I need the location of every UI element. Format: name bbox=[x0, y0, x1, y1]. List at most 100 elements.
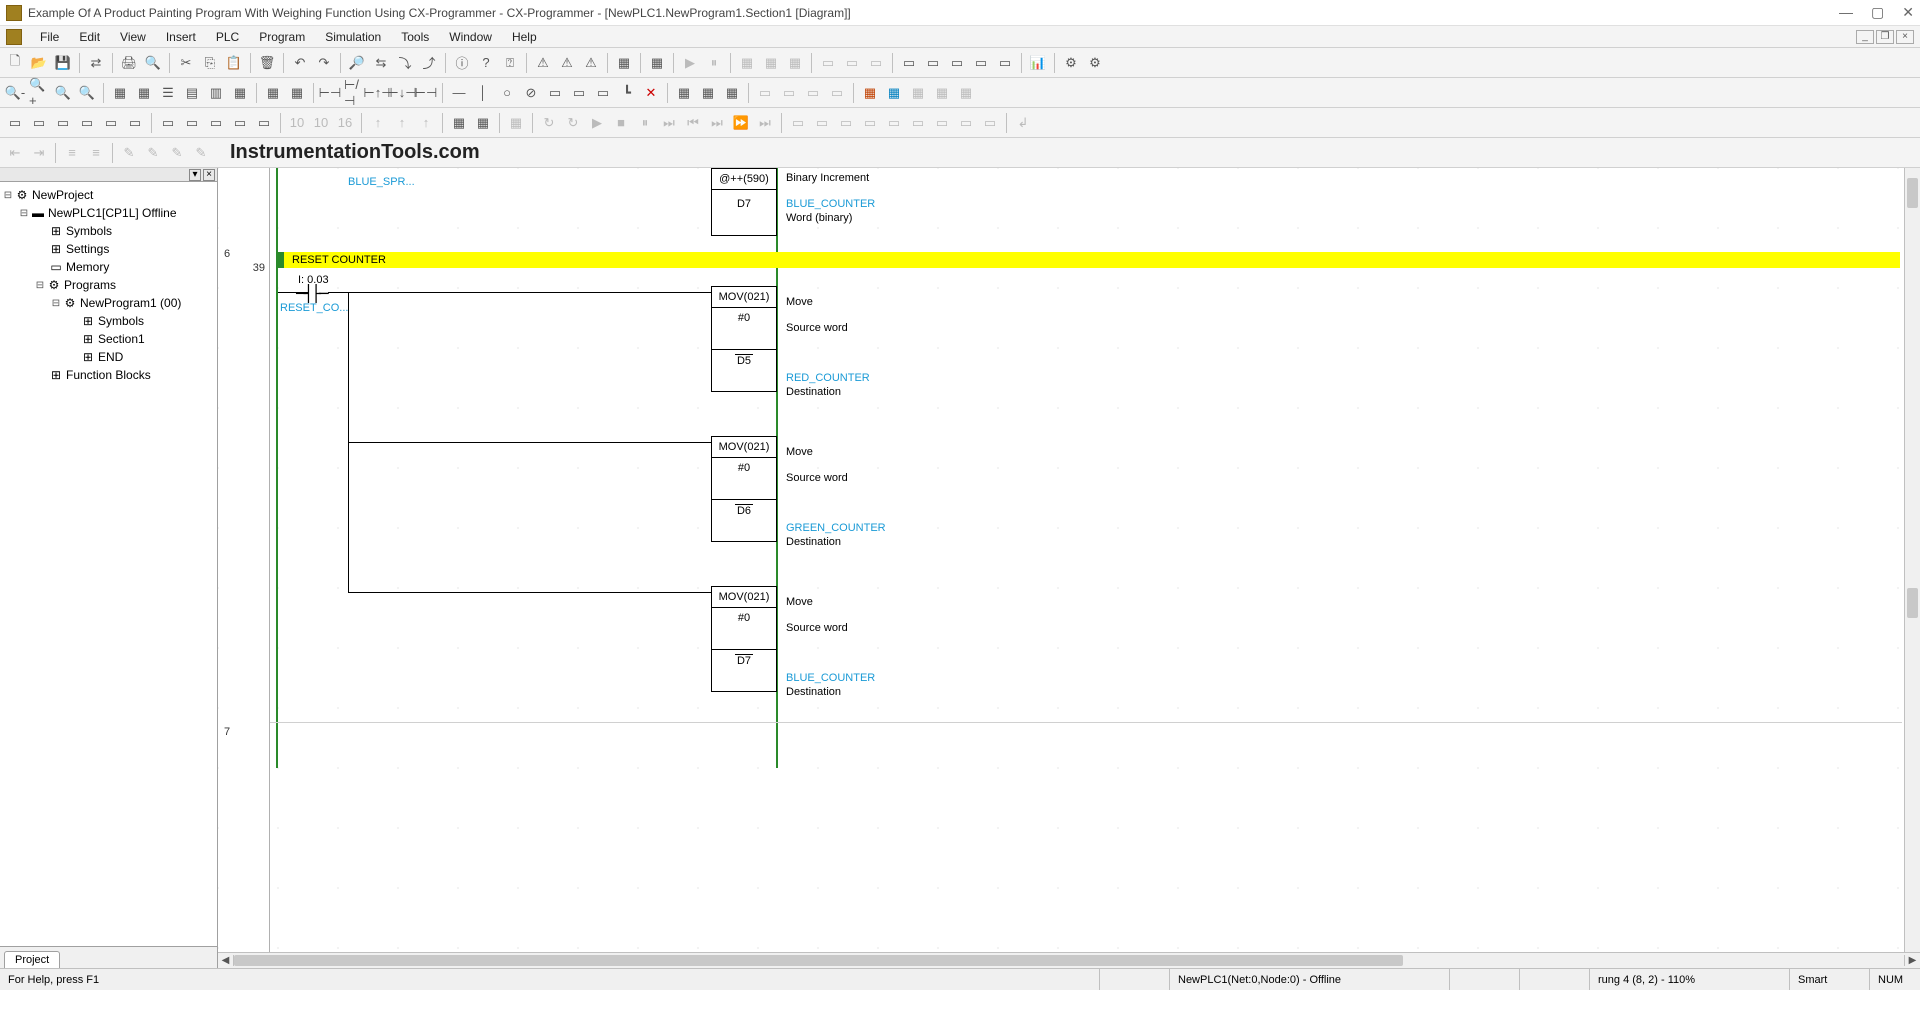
contact-or-button[interactable]: ⊢⊣ bbox=[415, 82, 437, 104]
undo-button[interactable]: ↶ bbox=[289, 52, 311, 74]
panel1-button[interactable]: ▭ bbox=[898, 52, 920, 74]
contact-nc-button[interactable]: ⊢/⊣ bbox=[343, 82, 365, 104]
menu-insert[interactable]: Insert bbox=[156, 28, 206, 46]
zoom-in-button[interactable]: 🔍+ bbox=[28, 82, 50, 104]
up3-button[interactable]: ↑ bbox=[415, 112, 437, 134]
delete-line-button[interactable]: ✕ bbox=[640, 82, 662, 104]
warn3-button[interactable]: ⚠ bbox=[580, 52, 602, 74]
mov3-box[interactable]: MOV(021) #0 D7 bbox=[711, 586, 777, 692]
ladder-diagram[interactable]: 6 39 7 BLUE_SPR... @++(590) D7 Binary In… bbox=[218, 168, 1920, 952]
close-button[interactable]: ✕ bbox=[1902, 4, 1914, 21]
open-button[interactable]: 📂 bbox=[28, 52, 50, 74]
line-v-button[interactable]: │ bbox=[472, 82, 494, 104]
a8-button[interactable]: ▭ bbox=[955, 112, 977, 134]
menu-simulation[interactable]: Simulation bbox=[315, 28, 391, 46]
tree-settings[interactable]: ⊞ Settings bbox=[0, 240, 217, 258]
panel5-button[interactable]: ▭ bbox=[994, 52, 1016, 74]
find-button[interactable]: 🔎 bbox=[346, 52, 368, 74]
coil-button[interactable]: ○ bbox=[496, 82, 518, 104]
d8-button[interactable]: ▭ bbox=[181, 112, 203, 134]
a3-button[interactable]: ▭ bbox=[835, 112, 857, 134]
d4-button[interactable]: ▭ bbox=[76, 112, 98, 134]
s10-button[interactable]: 10 bbox=[286, 112, 308, 134]
view5-button[interactable]: ▥ bbox=[205, 82, 227, 104]
view2-button[interactable]: ▦ bbox=[133, 82, 155, 104]
a4-button[interactable]: ▭ bbox=[859, 112, 881, 134]
module1-button[interactable]: ▦ bbox=[613, 52, 635, 74]
d6-button[interactable]: ▭ bbox=[124, 112, 146, 134]
view8-button[interactable]: ▦ bbox=[286, 82, 308, 104]
menu-edit[interactable]: Edit bbox=[69, 28, 110, 46]
hscroll-left[interactable]: ◀ bbox=[218, 955, 234, 966]
panel-menu-button[interactable]: ▾ bbox=[189, 169, 201, 181]
transfer-button[interactable]: ⇄ bbox=[85, 52, 107, 74]
line-h-button[interactable]: — bbox=[448, 82, 470, 104]
gear1-button[interactable]: ⚙ bbox=[1060, 52, 1082, 74]
find-prev-button[interactable]: ⤴ bbox=[418, 52, 440, 74]
e2-button[interactable]: ⇥ bbox=[28, 142, 50, 164]
step2-button[interactable]: ⏮ bbox=[682, 112, 704, 134]
step-button[interactable]: ⏭ bbox=[658, 112, 680, 134]
module2-button[interactable]: ▦ bbox=[646, 52, 668, 74]
c1-button[interactable]: ▦ bbox=[859, 82, 881, 104]
menu-file[interactable]: File bbox=[30, 28, 69, 46]
a2-button[interactable]: ▭ bbox=[811, 112, 833, 134]
c2-button[interactable]: ▦ bbox=[883, 82, 905, 104]
r6-contact[interactable]: ─┤├─ bbox=[296, 284, 327, 303]
menu-plc[interactable]: PLC bbox=[206, 28, 249, 46]
grid3-button[interactable]: ▦ bbox=[784, 52, 806, 74]
panel3-button[interactable]: ▭ bbox=[946, 52, 968, 74]
d7-button[interactable]: ▭ bbox=[157, 112, 179, 134]
tree-section1[interactable]: ⊞ Section1 bbox=[0, 330, 217, 348]
up2-button[interactable]: ↑ bbox=[391, 112, 413, 134]
minimize-button[interactable]: — bbox=[1839, 4, 1853, 21]
sim5-button[interactable]: ↻ bbox=[562, 112, 584, 134]
tree-prog-symbols[interactable]: ⊞ Symbols bbox=[0, 312, 217, 330]
delete-button[interactable]: 🗑 bbox=[256, 52, 278, 74]
a1-button[interactable]: ▭ bbox=[787, 112, 809, 134]
chart-button[interactable]: 📊 bbox=[1027, 52, 1049, 74]
warn1-button[interactable]: ⚠ bbox=[532, 52, 554, 74]
monitor1-button[interactable]: ▦ bbox=[673, 82, 695, 104]
play-button[interactable]: ▶ bbox=[586, 112, 608, 134]
s10b-button[interactable]: 10 bbox=[310, 112, 332, 134]
find-next-button[interactable]: ⤵ bbox=[394, 52, 416, 74]
run-button[interactable]: ▶ bbox=[679, 52, 701, 74]
e1-button[interactable]: ⇤ bbox=[4, 142, 26, 164]
sim1-button[interactable]: ▦ bbox=[448, 112, 470, 134]
end-button[interactable]: ⏭ bbox=[754, 112, 776, 134]
pause-button[interactable]: ⏸ bbox=[703, 52, 725, 74]
a10-button[interactable]: ↲ bbox=[1012, 112, 1034, 134]
cut-button[interactable]: ✂ bbox=[175, 52, 197, 74]
vertical-scrollbar[interactable] bbox=[1904, 168, 1920, 952]
help-button[interactable]: ? bbox=[475, 52, 497, 74]
panel2-button[interactable]: ▭ bbox=[922, 52, 944, 74]
r5-func-box[interactable]: @++(590) D7 bbox=[711, 168, 777, 236]
menu-help[interactable]: Help bbox=[502, 28, 547, 46]
redo-button[interactable]: ↷ bbox=[313, 52, 335, 74]
pause2-button[interactable]: ⏸ bbox=[634, 112, 656, 134]
a7-button[interactable]: ▭ bbox=[931, 112, 953, 134]
hscroll-right[interactable]: ▶ bbox=[1904, 955, 1920, 966]
menu-window[interactable]: Window bbox=[439, 28, 502, 46]
e6-button[interactable]: ✎ bbox=[142, 142, 164, 164]
ff-button[interactable]: ⏩ bbox=[730, 112, 752, 134]
zoom-out-button[interactable]: 🔍- bbox=[4, 82, 26, 104]
grid2-button[interactable]: ▦ bbox=[760, 52, 782, 74]
menu-view[interactable]: View bbox=[110, 28, 156, 46]
s16-button[interactable]: 16 bbox=[334, 112, 356, 134]
paste-button[interactable]: 📋 bbox=[223, 52, 245, 74]
a9-button[interactable]: ▭ bbox=[979, 112, 1001, 134]
zoom-all-button[interactable]: 🔍 bbox=[76, 82, 98, 104]
step3-button[interactable]: ⏭ bbox=[706, 112, 728, 134]
contact-p-button[interactable]: ⊢↑⊣ bbox=[367, 82, 389, 104]
a6-button[interactable]: ▭ bbox=[907, 112, 929, 134]
e8-button[interactable]: ✎ bbox=[190, 142, 212, 164]
coil-not-button[interactable]: ⊘ bbox=[520, 82, 542, 104]
rung6-title[interactable]: RESET COUNTER bbox=[284, 252, 1900, 268]
e5-button[interactable]: ✎ bbox=[118, 142, 140, 164]
view6-button[interactable]: ▦ bbox=[229, 82, 251, 104]
mod2-button[interactable]: ▭ bbox=[841, 52, 863, 74]
c5-button[interactable]: ▦ bbox=[955, 82, 977, 104]
view1-button[interactable]: ▦ bbox=[109, 82, 131, 104]
